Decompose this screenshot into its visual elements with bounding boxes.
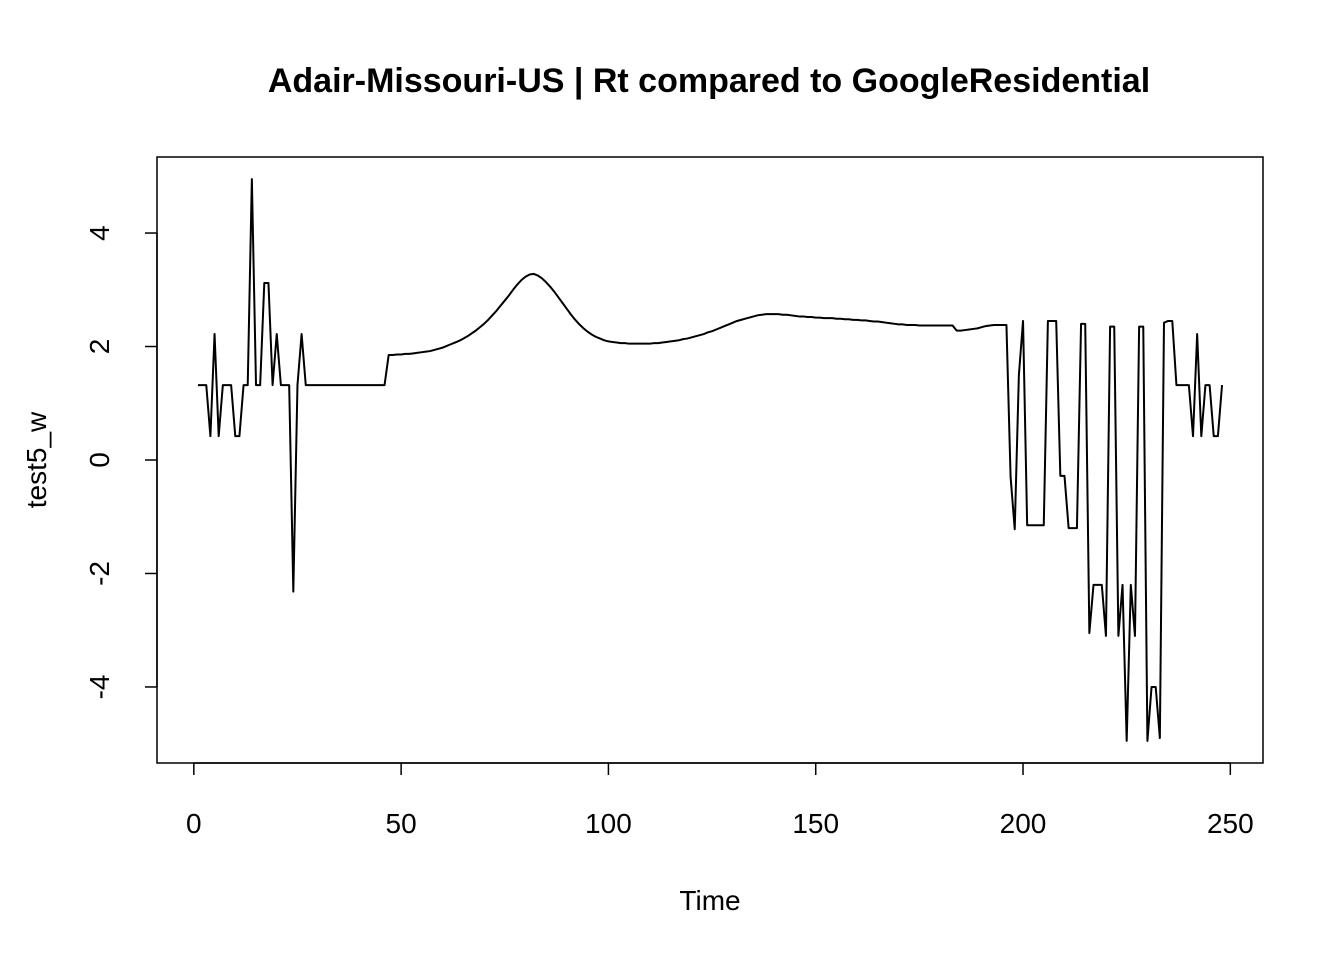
y-tick-label: 2 — [84, 339, 115, 355]
y-tick-label: -4 — [84, 675, 115, 700]
x-tick-label: 150 — [792, 808, 839, 839]
y-tick-label: 0 — [84, 452, 115, 468]
x-tick-label: 200 — [1000, 808, 1047, 839]
x-tick-label: 250 — [1207, 808, 1254, 839]
x-axis-label: Time — [679, 885, 740, 916]
x-tick-label: 50 — [386, 808, 417, 839]
chart-title: Adair-Missouri-US | Rt compared to Googl… — [268, 62, 1150, 100]
y-axis-label: test5_w — [21, 411, 52, 508]
x-tick-label: 0 — [186, 808, 202, 839]
data-line — [197, 178, 1224, 742]
y-tick-label: -2 — [84, 561, 115, 586]
y-tick-label: 4 — [84, 225, 115, 241]
x-tick-label: 100 — [585, 808, 632, 839]
